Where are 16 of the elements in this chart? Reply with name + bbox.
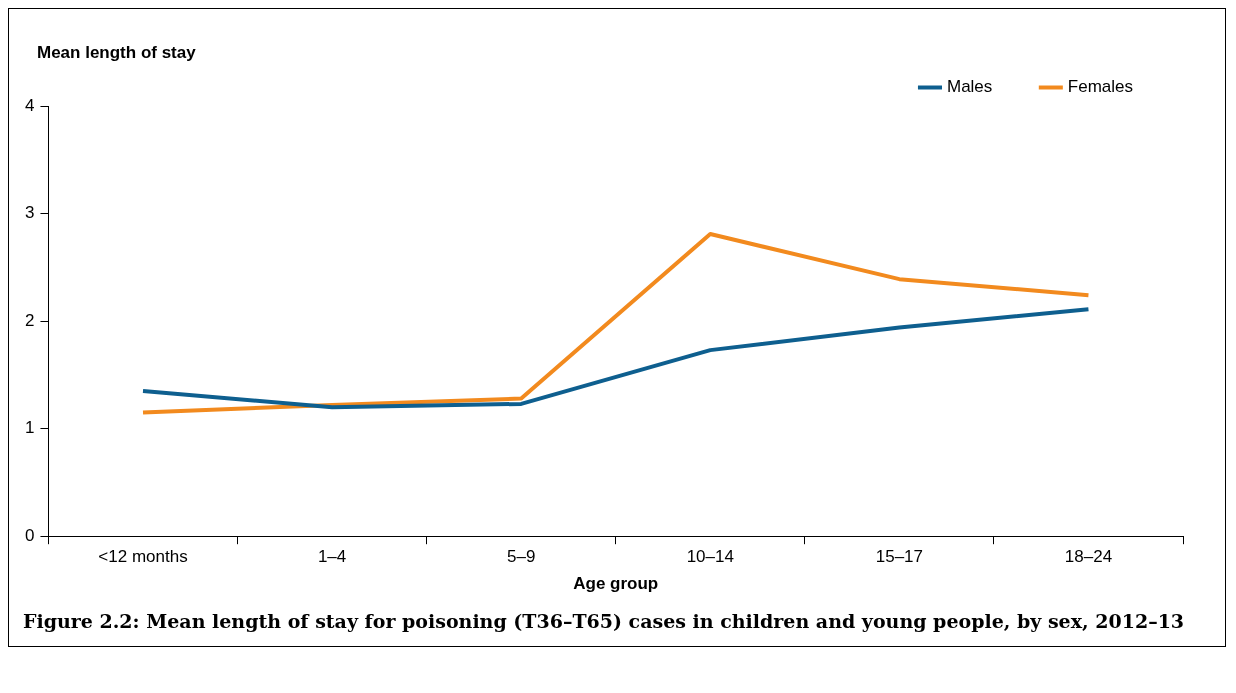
x-tick-label: 5–9	[506, 547, 536, 567]
text: Figure 2.2: Mean length of stay for poisoning (T36–T65) cases in children and young people, by sex, 2012–13	[22, 609, 1186, 634]
y-tick-label: 2	[24, 310, 35, 330]
x-tick-label: 18–24	[1064, 547, 1113, 567]
legend-label: Males	[946, 77, 993, 97]
y-tick-label: 3	[24, 203, 35, 223]
y-tick-label: 4	[24, 95, 35, 115]
x-tick-label: 10–14	[686, 547, 734, 567]
x-tick-label: 1–4	[317, 547, 347, 567]
legend-label: Females	[1067, 77, 1133, 97]
y-tick-label: 1	[24, 418, 35, 438]
y-tick-label: 0	[24, 525, 35, 545]
x-tick-label: 15–17	[875, 547, 923, 567]
x-axis-title: Age group	[573, 574, 659, 594]
x-tick-label: <12 months	[98, 547, 188, 567]
y-axis-title: Mean length of stay	[37, 42, 197, 62]
